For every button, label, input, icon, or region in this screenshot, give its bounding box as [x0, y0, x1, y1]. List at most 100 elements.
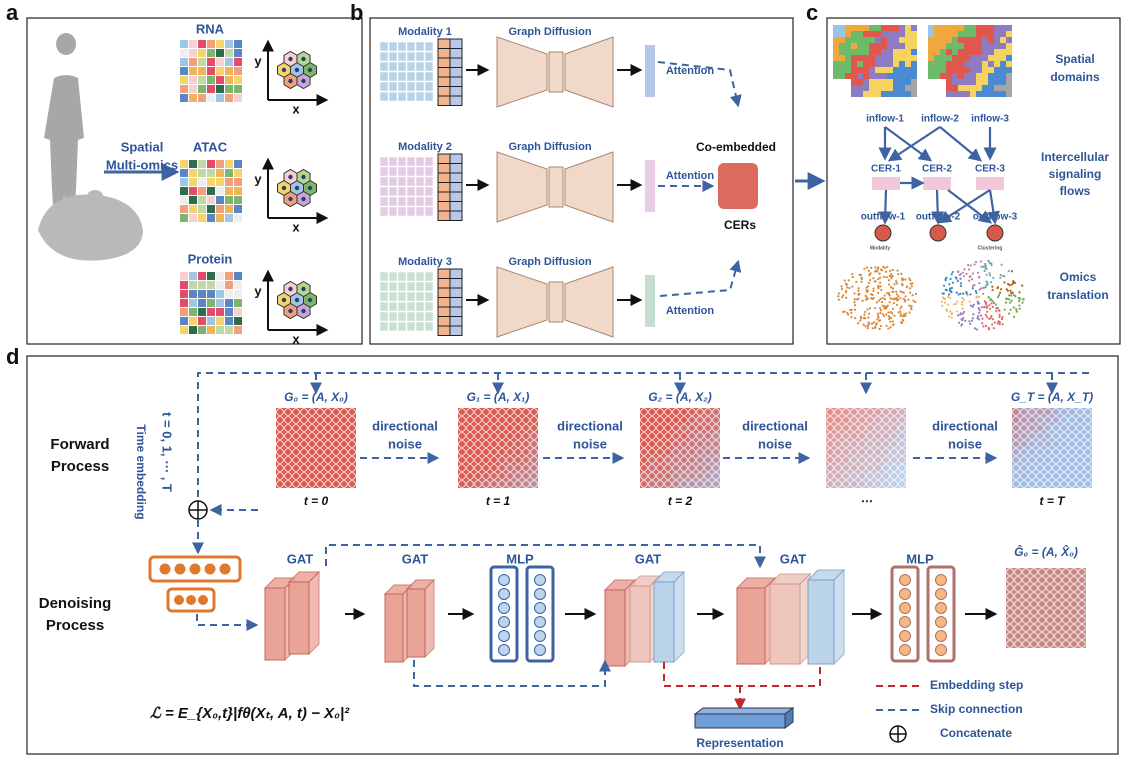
omics-cell: [207, 49, 215, 57]
graph-node: [522, 464, 530, 472]
spatial-spot: [988, 55, 994, 61]
graph-node: [324, 408, 332, 416]
umap-point: [909, 282, 912, 285]
embed-cell: [437, 153, 451, 164]
graph-bg: [826, 416, 834, 424]
graph-bg: [482, 408, 490, 416]
spatial-spot: [982, 55, 988, 61]
graph-node: [672, 472, 680, 480]
umap-point: [863, 267, 866, 270]
feature-cell: [406, 166, 416, 177]
spatial-spot: [1000, 49, 1006, 55]
omics-cell: [216, 187, 224, 195]
graph-node: [284, 424, 292, 432]
graph-bg: [474, 440, 482, 448]
graph-bg: [1038, 632, 1046, 640]
graph-node: [898, 472, 906, 480]
graph-node: [276, 456, 284, 464]
umap-point: [857, 297, 860, 300]
label: Process: [51, 458, 109, 475]
spatial-spot: [976, 73, 982, 79]
graph-node: [466, 464, 474, 472]
graph-bg: [332, 456, 340, 464]
umap-point: [983, 269, 986, 273]
omics-cell: [207, 290, 215, 298]
graph-node: [1006, 640, 1014, 648]
graph-node: [458, 416, 466, 424]
graph-node: [514, 440, 522, 448]
graph-node: [1028, 416, 1036, 424]
omics-cell: [234, 196, 242, 204]
label: Omics: [1060, 270, 1097, 284]
graph-node: [1054, 592, 1062, 600]
graph-bg: [498, 408, 506, 416]
spatial-spot: [964, 91, 970, 97]
graph-node: [664, 480, 672, 488]
graph-node: [858, 472, 866, 480]
omics-cell: [225, 67, 233, 75]
graph-node: [842, 464, 850, 472]
spatial-spot: [899, 85, 905, 91]
graph-node: [1014, 600, 1022, 608]
feature-cell: [406, 301, 416, 312]
umap-point: [988, 307, 992, 310]
umap-point: [943, 301, 947, 304]
graph-bg: [292, 456, 300, 464]
mlp-neuron: [899, 588, 911, 600]
spatial-spot: [869, 55, 875, 61]
umap-point: [977, 302, 980, 305]
graph-node: [1006, 568, 1014, 576]
umap-point: [853, 292, 856, 295]
label: Modality 3: [398, 256, 452, 268]
spatial-spot: [893, 91, 899, 97]
vector-unit: [219, 563, 231, 575]
spatial-spot: [839, 61, 845, 67]
graph-node: [688, 456, 696, 464]
omics-cell: [234, 272, 242, 280]
umap-point: [984, 302, 988, 306]
graph-bg: [1038, 600, 1046, 608]
spatial-spot: [928, 37, 934, 43]
feature-cell: [424, 156, 434, 167]
graph-bg: [712, 416, 720, 424]
umap-point: [851, 272, 854, 276]
spatial-spot: [964, 73, 970, 79]
graph-node: [284, 432, 292, 440]
umap-point: [893, 297, 896, 300]
spatial-spot: [934, 43, 940, 49]
graph-node: [506, 456, 514, 464]
omics-cell: [216, 76, 224, 84]
graph-node: [842, 472, 850, 480]
graph-node: [890, 472, 898, 480]
umap-point: [878, 327, 881, 331]
graph-bg: [898, 456, 906, 464]
umap-point: [1010, 270, 1014, 273]
spatial-spot: [851, 67, 857, 73]
graph-bg: [340, 432, 348, 440]
graph-bg: [874, 432, 882, 440]
graph-node: [340, 432, 348, 440]
spatial-spot: [869, 79, 875, 85]
umap-point: [877, 291, 880, 295]
graph-node: [1052, 416, 1060, 424]
mlp-neuron: [534, 602, 546, 614]
graph-bg: [890, 464, 898, 472]
graph-bg: [1068, 408, 1076, 416]
umap-point: [985, 280, 988, 283]
feature-cell: [424, 271, 434, 282]
graph-node: [842, 408, 850, 416]
graph-bg: [498, 464, 506, 472]
umap-point: [971, 317, 974, 320]
graph-bg: [890, 456, 898, 464]
graph-node: [284, 480, 292, 488]
umap-point: [910, 285, 913, 288]
mlp-neuron: [935, 588, 947, 600]
graph-bg: [1022, 576, 1030, 584]
umap-point: [892, 323, 895, 326]
umap-point: [844, 282, 847, 285]
umap-point: [968, 275, 971, 278]
graph-bg: [1084, 456, 1092, 464]
graph-node: [276, 472, 284, 480]
arrow: [878, 189, 892, 225]
graph-bg: [466, 432, 474, 440]
